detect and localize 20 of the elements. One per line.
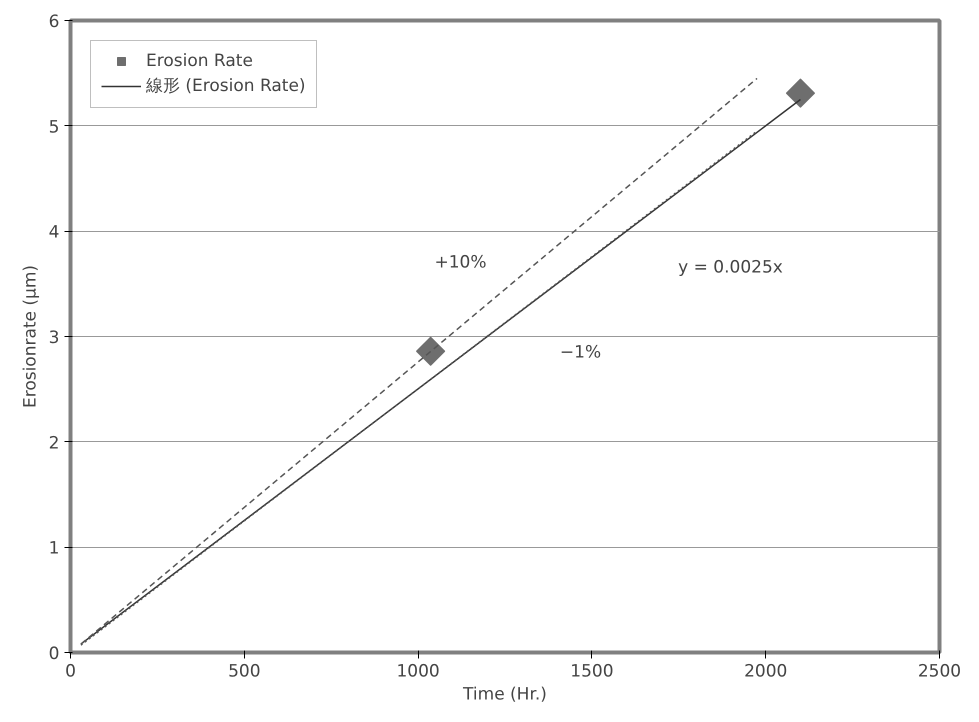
- annotation: y = 0.0025x: [678, 258, 783, 278]
- x-tick-label: 500: [228, 662, 261, 682]
- annotation: −1%: [560, 342, 602, 362]
- y-tick-label: 6: [48, 12, 60, 32]
- x-tick-label: 0: [65, 662, 76, 682]
- y-tick-label: 3: [48, 328, 60, 348]
- y-tick-label: 5: [48, 117, 60, 138]
- x-tick-label: 2500: [918, 662, 962, 682]
- x-tick-label: 1000: [396, 662, 440, 682]
- x-tick-label: 2000: [744, 662, 788, 682]
- y-tick-label: 4: [48, 222, 60, 243]
- y-tick-label: 0: [48, 644, 60, 664]
- y-tick-label: 2: [48, 433, 60, 454]
- y-tick-label: 1: [48, 538, 60, 559]
- legend-label: 線形 (Erosion Rate): [146, 75, 306, 97]
- annotation: +10%: [434, 252, 487, 272]
- x-tick-label: 1500: [570, 662, 614, 682]
- y-axis-title: Erosionrate (μm): [20, 264, 41, 408]
- x-axis-title: Time (Hr.): [462, 684, 547, 704]
- legend-label: Erosion Rate: [146, 51, 253, 71]
